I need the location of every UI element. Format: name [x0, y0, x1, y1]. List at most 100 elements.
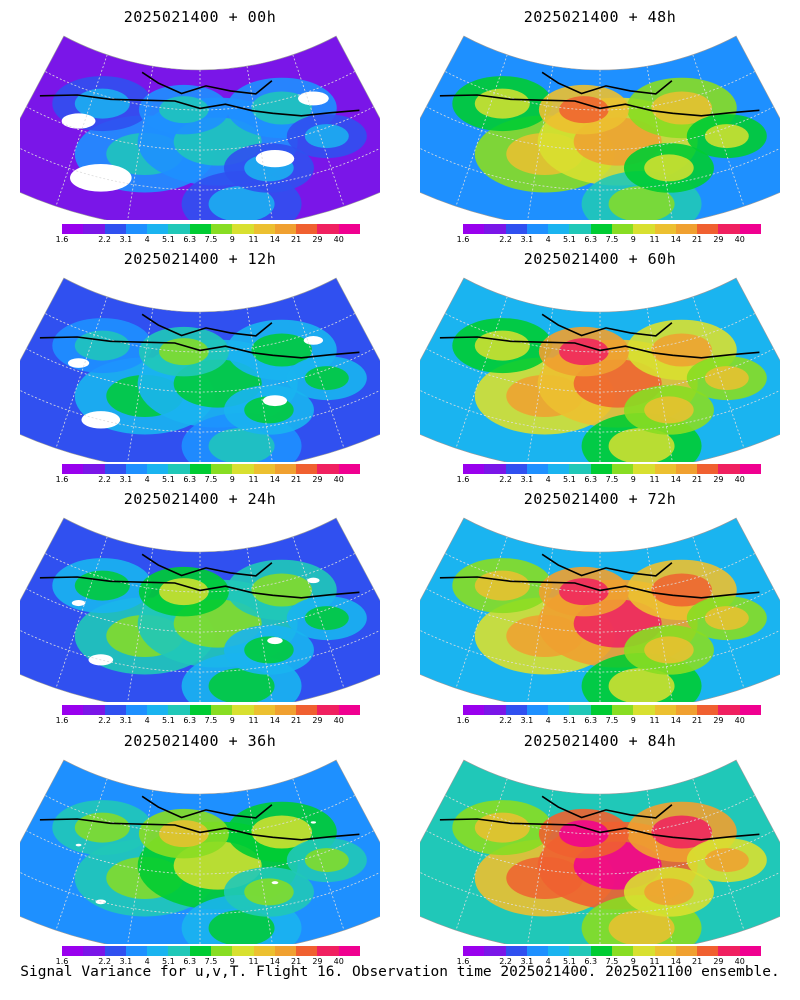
- variance-contour-band: [251, 91, 313, 125]
- colorbar-tick-label: 6.3: [183, 716, 197, 725]
- colorbar-swatch: [463, 464, 485, 474]
- variance-contour-band: [608, 185, 675, 220]
- colorbar-labels-84h: 1.6 2.2 3.1 4 5.1 6.3 7.5 9 11 14 21 29 40: [457, 957, 761, 967]
- coastline: [141, 313, 273, 337]
- coastline: [141, 795, 273, 819]
- variance-contour-band: [304, 606, 349, 631]
- colorbar-tick-label: 2.2: [98, 235, 111, 244]
- colorbar-tick-label: 2.2: [98, 716, 111, 725]
- colorbar-swatch: [168, 464, 190, 474]
- colorbar-tick-label: 4: [545, 957, 551, 966]
- colorbar-swatch: [739, 946, 761, 956]
- colorbar-tick-label: 2.2: [98, 475, 111, 484]
- colorbar-tick-label: 4: [144, 716, 150, 725]
- colorbar-swatch: [274, 224, 297, 234]
- colorbar-swatch: [104, 705, 126, 715]
- colorbar-swatch: [296, 946, 318, 956]
- colorbar-tick-label: 11: [649, 235, 660, 244]
- colorbar-swatch: [83, 946, 105, 956]
- variance-contour-band: [651, 91, 713, 125]
- colorbar-tick-label: 14: [269, 957, 280, 966]
- colorbar-labels-72h: 1.6 2.2 3.1 4 5.1 6.3 7.5 9 11 14 21 29 40: [457, 716, 761, 726]
- below-threshold-region: [297, 91, 329, 106]
- coastline: [439, 94, 760, 117]
- variance-contour-band: [74, 812, 130, 843]
- colorbar-tick-label: 21: [291, 716, 302, 725]
- colorbar-tick-label: 7.5: [204, 475, 218, 484]
- colorbar-swatch: [675, 946, 698, 956]
- colorbar-tick-label: 40: [333, 716, 344, 725]
- colorbar-tick-label: 4: [545, 235, 551, 244]
- colorbar-tick-label: 5.1: [162, 716, 175, 725]
- below-threshold-region: [271, 881, 279, 885]
- colorbar-swatch: [104, 464, 126, 474]
- colorbar-swatch: [505, 224, 527, 234]
- colorbar-tick-label: 21: [692, 716, 703, 725]
- colorbar-tick-label: 29: [312, 957, 323, 966]
- variance-contour-band: [208, 427, 275, 462]
- coastline: [439, 576, 760, 599]
- colorbar-tick-label: 14: [269, 235, 280, 244]
- variance-contour-band: [644, 154, 694, 182]
- colorbar-swatch: [147, 946, 169, 956]
- colorbar-swatch: [548, 224, 570, 234]
- colorbar-swatch: [590, 464, 612, 474]
- colorbar-tick-label: 14: [670, 475, 681, 484]
- colorbar-swatch: [697, 946, 719, 956]
- colorbar-tick-label: 7.5: [204, 957, 218, 966]
- colorbar-swatch: [296, 464, 318, 474]
- below-threshold-region: [262, 395, 288, 407]
- below-threshold-region: [75, 843, 82, 847]
- colorbar-tick-label: 7.5: [605, 475, 619, 484]
- colorbar-swatch: [633, 224, 655, 234]
- variance-contour-band: [651, 333, 713, 367]
- colorbar-tick-label: 14: [269, 475, 280, 484]
- colorbar-tick-label: 5.1: [563, 235, 576, 244]
- map-panel-00h: [20, 35, 380, 220]
- coastline: [39, 94, 360, 117]
- colorbar-swatch: [739, 224, 761, 234]
- latitude-gridline: [426, 106, 774, 151]
- colorbar-swatch: [548, 705, 570, 715]
- variance-contour-band: [74, 330, 130, 361]
- colorbar-tick-label: 11: [649, 716, 660, 725]
- colorbar-swatch: [338, 946, 360, 956]
- latitude-gridline: [426, 830, 774, 875]
- panel-title-48h: 2025021400 + 48h: [523, 8, 677, 26]
- figure-caption: Signal Variance for u,v,T. Flight 16. Ob…: [20, 964, 780, 980]
- coastline: [39, 336, 360, 359]
- map-domain-outline: [420, 35, 780, 220]
- colorbar-tick-label: 5.1: [162, 235, 175, 244]
- below-threshold-region: [310, 821, 317, 824]
- colorbar-tick-label: 2.2: [499, 957, 512, 966]
- latitude-gridline: [26, 348, 374, 393]
- colorbar-swatch: [633, 705, 655, 715]
- colorbar-labels-24h: 1.6 2.2 3.1 4 5.1 6.3 7.5 9 11 14 21 29 40: [56, 716, 360, 726]
- colorbar-swatch: [338, 705, 360, 715]
- colorbar-swatch: [125, 224, 148, 234]
- variance-contour-band: [474, 570, 530, 601]
- colorbar-tick-label: 6.3: [183, 235, 197, 244]
- coastline: [39, 818, 360, 841]
- longitude-gridline: [526, 308, 554, 462]
- colorbar-swatch: [168, 224, 190, 234]
- colorbar-swatch: [210, 705, 233, 715]
- coastline: [541, 313, 673, 337]
- colorbar-tick-label: 1.6: [55, 957, 69, 966]
- colorbar-tick-label: 3.1: [119, 716, 133, 725]
- colorbar-swatch: [548, 464, 570, 474]
- colorbar-tick-label: 7.5: [605, 957, 619, 966]
- variance-contour-band: [644, 636, 694, 664]
- colorbar-tick-label: 6.3: [183, 475, 197, 484]
- colorbar-swatch: [654, 464, 676, 474]
- map-domain-outline: [420, 517, 780, 702]
- colorbar-tick-label: 5.1: [563, 475, 576, 484]
- colorbar-tick-label: 6.3: [183, 957, 197, 966]
- colorbar-swatch: [274, 464, 297, 474]
- colorbar-labels-12h: 1.6 2.2 3.1 4 5.1 6.3 7.5 9 11 14 21 29 40: [56, 475, 360, 485]
- variance-contour-band: [644, 878, 694, 906]
- colorbar-swatch: [548, 946, 570, 956]
- colorbar-tick-label: 7.5: [605, 716, 619, 725]
- colorbar-tick-label: 3.1: [119, 475, 133, 484]
- colorbar-tick-label: 40: [333, 475, 344, 484]
